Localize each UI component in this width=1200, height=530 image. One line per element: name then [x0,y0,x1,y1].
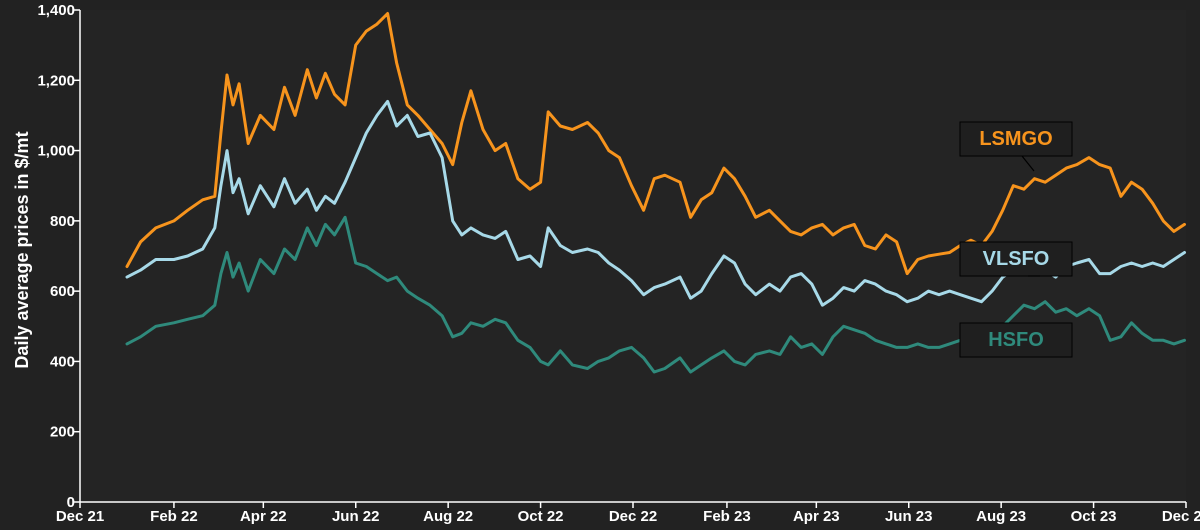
x-tick-label: Apr 22 [240,508,287,525]
vlsfo-series-label: VLSFO [983,248,1050,270]
lsmgo-label-box [959,121,1073,157]
y-tick-label: 0 [67,494,75,511]
x-tick-label: Jun 23 [885,508,933,525]
y-tick-label: 600 [50,283,75,300]
x-tick-label: Jun 22 [332,508,380,525]
y-tick-label: 200 [50,424,75,441]
x-tick-label: Feb 23 [703,508,751,525]
lsmgo-series-label: LSMGO [979,128,1052,150]
hsfo-label-box [959,322,1073,358]
hsfo-series-label: HSFO [988,329,1044,351]
y-tick-label: 1,200 [37,72,75,89]
lsmgo-series-line [125,12,1186,276]
axes: 0 200 400 600 800 1,000 1,200 1,400 Dec 21 Feb 22… [37,2,1200,525]
x-tick-label: Dec 22 [609,508,657,525]
hsfo-series-line [125,215,1186,374]
vlsfo-label-box [959,241,1073,277]
x-tick-label: Oct 22 [518,508,564,525]
y-tick-label: 1,400 [37,2,75,19]
x-tick-label: Aug 22 [423,508,473,525]
series-labels: LSMGO VLSFO HSFO [959,121,1073,358]
y-tick-label: 400 [50,353,75,370]
y-axis-title: Daily average prices in $/mt [12,131,32,368]
x-tick-label: Feb 22 [150,508,198,525]
y-tick-label: 1,000 [37,143,75,160]
x-tick-label: Aug 23 [976,508,1026,525]
x-tick-label: Apr 23 [793,508,840,525]
y-tick-label: 800 [50,213,75,230]
label-leader-line [1021,155,1035,172]
x-tick-label: Dec 21 [56,508,104,525]
x-tick-label: Dec 23 [1162,508,1200,525]
x-tick-label: Oct 23 [1071,508,1117,525]
